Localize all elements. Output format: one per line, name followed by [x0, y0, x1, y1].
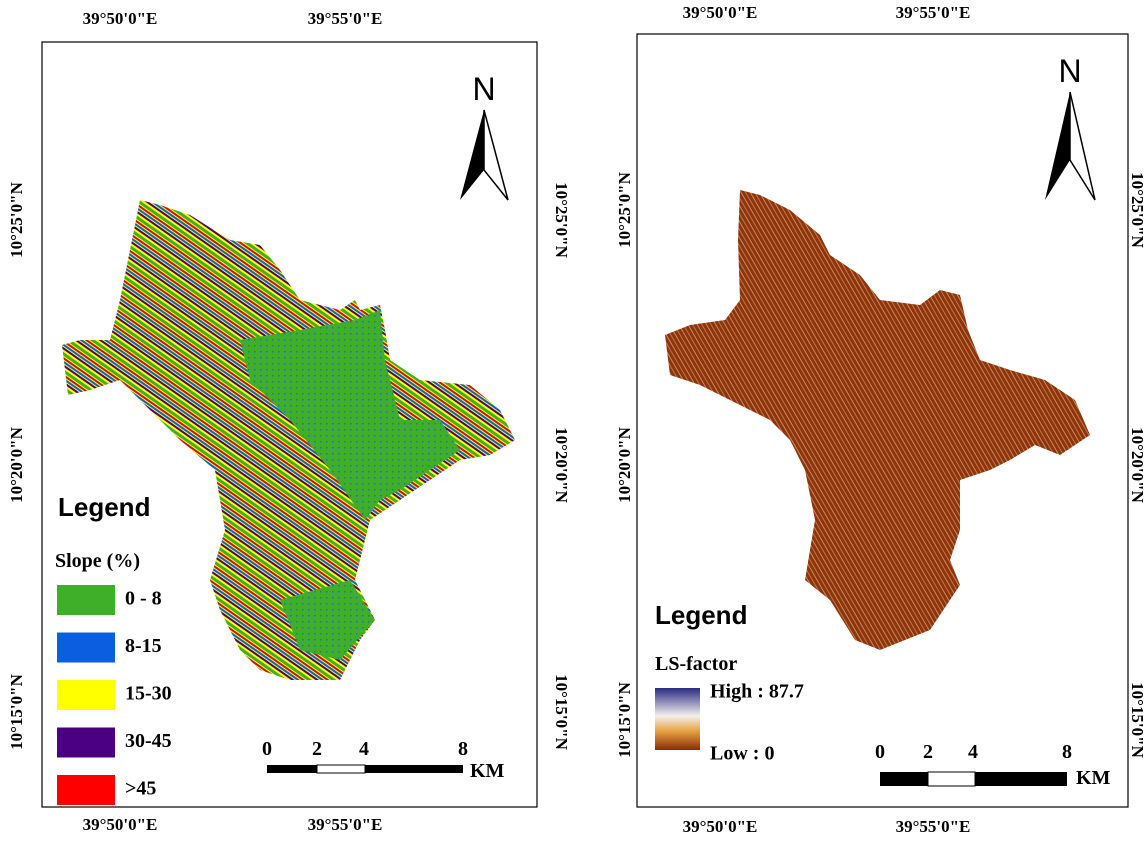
latitude-label: 10°25'0"N: [1128, 172, 1145, 248]
legend-swatch: [57, 680, 115, 710]
latitude-label: 10°20'0"N: [615, 426, 634, 502]
legend-swatch: [57, 585, 115, 615]
scale-label: 2: [923, 741, 933, 763]
legend-title: Legend: [58, 492, 150, 522]
longitude-label: 39°50'0"E: [83, 9, 158, 28]
longitude-label: 39°55'0"E: [896, 3, 971, 22]
longitude-label: 39°50'0"E: [83, 815, 158, 834]
scale-bar: [880, 772, 1067, 786]
scale-label: 4: [359, 738, 369, 760]
scale-label: 4: [968, 741, 978, 763]
scale-label: 2: [312, 738, 322, 760]
latitude-label: 10°15'0"N: [615, 681, 634, 757]
legend-swatch: [57, 775, 115, 805]
latitude-label: 10°20'0"N: [7, 426, 26, 502]
latitude-label: 10°20'0"N: [552, 427, 571, 503]
longitude-label: 39°50'0"E: [683, 817, 758, 836]
scale-label: 8: [1062, 741, 1072, 763]
longitude-label: 39°55'0"E: [308, 9, 383, 28]
legend-label: 30-45: [125, 730, 172, 752]
latitude-label: 10°25'0"N: [552, 182, 571, 258]
longitude-label: 39°55'0"E: [896, 817, 971, 836]
latitude-label: 10°25'0"N: [7, 181, 26, 257]
legend-swatch: [57, 633, 115, 663]
legend-title: Legend: [655, 600, 747, 630]
scale-unit: KM: [1076, 767, 1111, 789]
legend-label: 15-30: [125, 683, 172, 705]
legend-swatch: [57, 728, 115, 758]
scale-unit: KM: [470, 760, 505, 782]
figure: 39°50'0"E 39°55'0"E 39°50'0"E 39°55'0"E 10°2…: [0, 0, 1145, 841]
legend-high: High : 87.7: [710, 681, 804, 703]
latitude-label: 10°20'0"N: [1128, 427, 1145, 503]
legend-label: 0 - 8: [125, 588, 162, 610]
slope-panel: [42, 42, 537, 807]
north-label: N: [472, 71, 495, 107]
scale-label: 0: [875, 741, 885, 763]
scale-label: 8: [458, 738, 468, 760]
legend-subtitle: LS-factor: [655, 653, 737, 675]
north-label: N: [1058, 53, 1081, 89]
latitude-label: 10°15'0"N: [1128, 682, 1145, 758]
latitude-label: 10°15'0"N: [552, 674, 571, 750]
legend-label: 8-15: [125, 635, 162, 657]
scale-bar: [267, 765, 463, 773]
ls-gradient: [655, 688, 700, 750]
legend-low: Low : 0: [710, 743, 774, 765]
latitude-label: 10°15'0"N: [7, 673, 26, 749]
scale-label: 0: [262, 738, 272, 760]
legend-subtitle: Slope (%): [55, 550, 140, 572]
latitude-label: 10°25'0"N: [615, 171, 634, 247]
longitude-label: 39°55'0"E: [308, 815, 383, 834]
longitude-label: 39°50'0"E: [683, 3, 758, 22]
legend-label: >45: [125, 778, 156, 800]
